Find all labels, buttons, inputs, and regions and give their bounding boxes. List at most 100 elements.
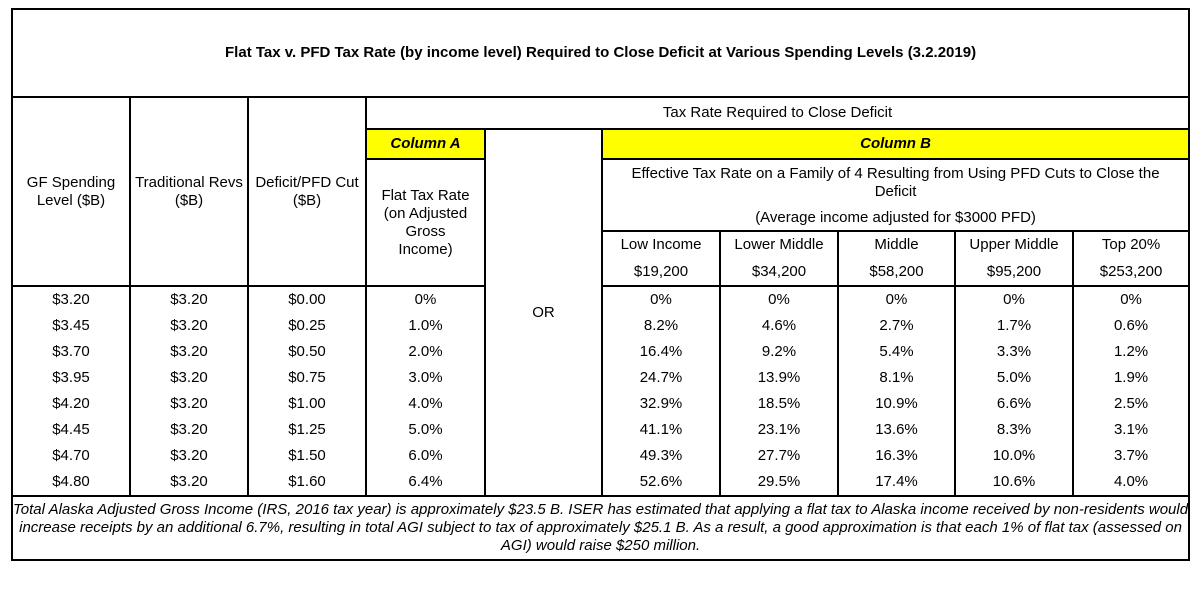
cell-top-20: 1.9% — [1071, 365, 1191, 391]
cell-deficit-pfd-cut: $0.75 — [247, 365, 367, 391]
header-tax-rate-required: Tax Rate Required to Close Deficit — [364, 96, 1191, 130]
cell-flat-tax-rate: 3.0% — [365, 365, 486, 391]
table-row: $4.20 $3.20 $1.00 4.0% 32.9% 18.5% 10.9%… — [11, 391, 1191, 417]
cell-flat-tax-rate: 4.0% — [365, 391, 486, 417]
table-row: $3.70 $3.20 $0.50 2.0% 16.4% 9.2% 5.4% 3… — [11, 339, 1191, 365]
cell-deficit-pfd-cut: $0.00 — [247, 285, 367, 313]
header-traditional-revs: Traditional Revs ($B) — [129, 96, 249, 287]
cell-flat-tax-rate: 6.4% — [365, 469, 486, 497]
cell-upper-middle: 3.3% — [954, 339, 1074, 365]
header-flat-tax-rate: Flat Tax Rate (on Adjusted Gross Income) — [365, 158, 486, 287]
cell-low-income: 8.2% — [601, 313, 721, 339]
cell-flat-tax-rate: 6.0% — [365, 443, 486, 469]
income-level-label: Lower Middle — [719, 230, 839, 258]
or-label: OR — [484, 128, 603, 497]
cell-top-20: 4.0% — [1071, 469, 1191, 497]
header-effective-tax-rate: Effective Tax Rate on a Family of 4 Resu… — [600, 158, 1191, 206]
income-level-amount: $19,200 — [601, 258, 721, 287]
cell-low-income: 41.1% — [601, 417, 721, 443]
cell-lower-middle: 4.6% — [719, 313, 839, 339]
cell-lower-middle: 13.9% — [719, 365, 839, 391]
cell-deficit-pfd-cut: $0.50 — [247, 339, 367, 365]
income-level-amount: $253,200 — [1071, 258, 1191, 287]
cell-low-income: 16.4% — [601, 339, 721, 365]
table-row: $4.80 $3.20 $1.60 6.4% 52.6% 29.5% 17.4%… — [11, 469, 1191, 497]
cell-low-income: 49.3% — [601, 443, 721, 469]
cell-gf-spending: $3.95 — [11, 365, 131, 391]
table-row: $3.95 $3.20 $0.75 3.0% 24.7% 13.9% 8.1% … — [11, 365, 1191, 391]
cell-upper-middle: 10.0% — [954, 443, 1074, 469]
cell-gf-spending: $3.20 — [11, 285, 131, 313]
cell-middle: 16.3% — [837, 443, 956, 469]
cell-top-20: 3.1% — [1071, 417, 1191, 443]
cell-middle: 10.9% — [837, 391, 956, 417]
cell-deficit-pfd-cut: $1.25 — [247, 417, 367, 443]
cell-top-20: 1.2% — [1071, 339, 1191, 365]
tax-rate-table-document: Flat Tax v. PFD Tax Rate (by income leve… — [10, 8, 1191, 598]
cell-traditional-revs: $3.20 — [129, 391, 249, 417]
cell-traditional-revs: $3.20 — [129, 469, 249, 497]
cell-middle: 0% — [837, 285, 956, 313]
income-level-label: Top 20% — [1071, 230, 1191, 258]
cell-traditional-revs: $3.20 — [129, 365, 249, 391]
cell-low-income: 32.9% — [601, 391, 721, 417]
footnote: Total Alaska Adjusted Gross Income (IRS,… — [10, 495, 1191, 561]
income-level-amount: $34,200 — [719, 258, 839, 287]
cell-traditional-revs: $3.20 — [129, 313, 249, 339]
tax-rate-table: Flat Tax v. PFD Tax Rate (by income leve… — [10, 8, 1191, 561]
cell-top-20: 0% — [1071, 285, 1191, 313]
cell-gf-spending: $4.20 — [11, 391, 131, 417]
flat-tax-rate-label: Flat Tax Rate (on Adjusted Gross Income) — [381, 186, 470, 258]
income-level-amount: $95,200 — [954, 258, 1074, 287]
cell-lower-middle: 18.5% — [719, 391, 839, 417]
income-level-label: Middle — [837, 230, 956, 258]
cell-top-20: 3.7% — [1071, 443, 1191, 469]
table-title: Flat Tax v. PFD Tax Rate (by income leve… — [10, 8, 1191, 98]
cell-deficit-pfd-cut: $1.60 — [247, 469, 367, 497]
cell-deficit-pfd-cut: $0.25 — [247, 313, 367, 339]
table-row: $3.45 $3.20 $0.25 1.0% 8.2% 4.6% 2.7% 1.… — [11, 313, 1191, 339]
cell-gf-spending: $4.45 — [11, 417, 131, 443]
cell-traditional-revs: $3.20 — [129, 417, 249, 443]
cell-lower-middle: 29.5% — [719, 469, 839, 497]
cell-low-income: 24.7% — [601, 365, 721, 391]
cell-gf-spending: $3.70 — [11, 339, 131, 365]
cell-upper-middle: 5.0% — [954, 365, 1074, 391]
table-row: $3.20 $3.20 $0.00 0% 0% 0% 0% 0% 0% — [11, 285, 1191, 313]
cell-flat-tax-rate: 5.0% — [365, 417, 486, 443]
cell-middle: 2.7% — [837, 313, 956, 339]
cell-gf-spending: $3.45 — [11, 313, 131, 339]
income-level-amount: $58,200 — [837, 258, 956, 287]
header-column-a: Column A — [365, 128, 486, 160]
cell-traditional-revs: $3.20 — [129, 285, 249, 313]
cell-middle: 13.6% — [837, 417, 956, 443]
cell-middle: 17.4% — [837, 469, 956, 497]
header-column-b: Column B — [600, 128, 1191, 160]
cell-lower-middle: 0% — [719, 285, 839, 313]
cell-upper-middle: 1.7% — [954, 313, 1074, 339]
cell-top-20: 0.6% — [1071, 313, 1191, 339]
cell-low-income: 52.6% — [601, 469, 721, 497]
effective-tax-rate-label: Effective Tax Rate on a Family of 4 Resu… — [631, 165, 1160, 200]
cell-top-20: 2.5% — [1071, 391, 1191, 417]
cell-gf-spending: $4.70 — [11, 443, 131, 469]
table-row: $4.45 $3.20 $1.25 5.0% 41.1% 23.1% 13.6%… — [11, 417, 1191, 443]
header-average-income: (Average income adjusted for $3000 PFD) — [600, 206, 1191, 232]
header-deficit-pfd-cut: Deficit/PFD Cut ($B) — [247, 96, 367, 287]
cell-lower-middle: 27.7% — [719, 443, 839, 469]
cell-deficit-pfd-cut: $1.50 — [247, 443, 367, 469]
cell-flat-tax-rate: 1.0% — [365, 313, 486, 339]
income-level-label: Upper Middle — [954, 230, 1074, 258]
cell-gf-spending: $4.80 — [11, 469, 131, 497]
cell-middle: 8.1% — [837, 365, 956, 391]
cell-middle: 5.4% — [837, 339, 956, 365]
cell-low-income: 0% — [601, 285, 721, 313]
cell-traditional-revs: $3.20 — [129, 443, 249, 469]
cell-flat-tax-rate: 0% — [365, 285, 486, 313]
cell-upper-middle: 8.3% — [954, 417, 1074, 443]
income-level-label: Low Income — [601, 230, 721, 258]
cell-deficit-pfd-cut: $1.00 — [247, 391, 367, 417]
cell-traditional-revs: $3.20 — [129, 339, 249, 365]
header-gf-spending: GF Spending Level ($B) — [11, 96, 131, 287]
cell-flat-tax-rate: 2.0% — [365, 339, 486, 365]
